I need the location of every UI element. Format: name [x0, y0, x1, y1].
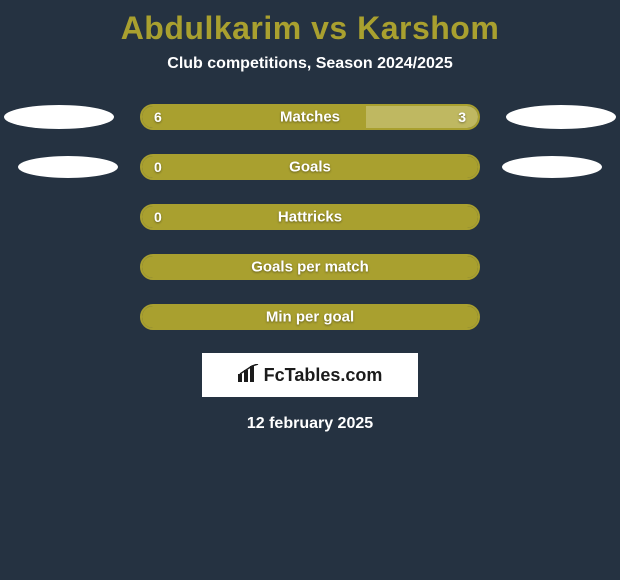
comparison-row: Matches 6 3: [0, 103, 620, 131]
page-title: Abdulkarim vs Karshom: [0, 0, 620, 47]
stat-bar: Matches 6 3: [140, 104, 480, 130]
brand-box: FcTables.com: [202, 353, 418, 397]
stat-label: Hattricks: [278, 209, 342, 226]
comparison-row: Goals 0: [0, 153, 620, 181]
stat-value-left: 0: [154, 209, 162, 225]
brand-text: FcTables.com: [264, 365, 383, 386]
comparison-row: Hattricks 0: [0, 203, 620, 231]
player-ellipse-right: [502, 156, 602, 178]
page-subtitle: Club competitions, Season 2024/2025: [0, 55, 620, 73]
footer-date: 12 february 2025: [0, 415, 620, 433]
stat-label: Min per goal: [266, 309, 354, 326]
player-ellipse-left: [18, 156, 118, 178]
brand-prefix: Fc: [264, 365, 285, 385]
stat-label: Goals: [289, 159, 331, 176]
stat-value-left: 0: [154, 159, 162, 175]
player-ellipse-right: [506, 105, 616, 129]
stat-label: Matches: [280, 109, 340, 126]
player-ellipse-left: [4, 105, 114, 129]
stat-bar: Hattricks 0: [140, 204, 480, 230]
stat-bar: Min per goal: [140, 304, 480, 330]
stat-label: Goals per match: [251, 259, 369, 276]
comparison-row: Min per goal: [0, 303, 620, 331]
stat-value-left: 6: [154, 109, 162, 125]
brand-suffix: Tables.com: [285, 365, 383, 385]
stat-bar: Goals per match: [140, 254, 480, 280]
stat-bar: Goals 0: [140, 154, 480, 180]
chart-icon: [238, 364, 260, 387]
stat-value-right: 3: [458, 109, 466, 125]
comparison-rows: Matches 6 3 Goals 0 Hattricks 0 Goals per match…: [0, 103, 620, 331]
comparison-row: Goals per match: [0, 253, 620, 281]
